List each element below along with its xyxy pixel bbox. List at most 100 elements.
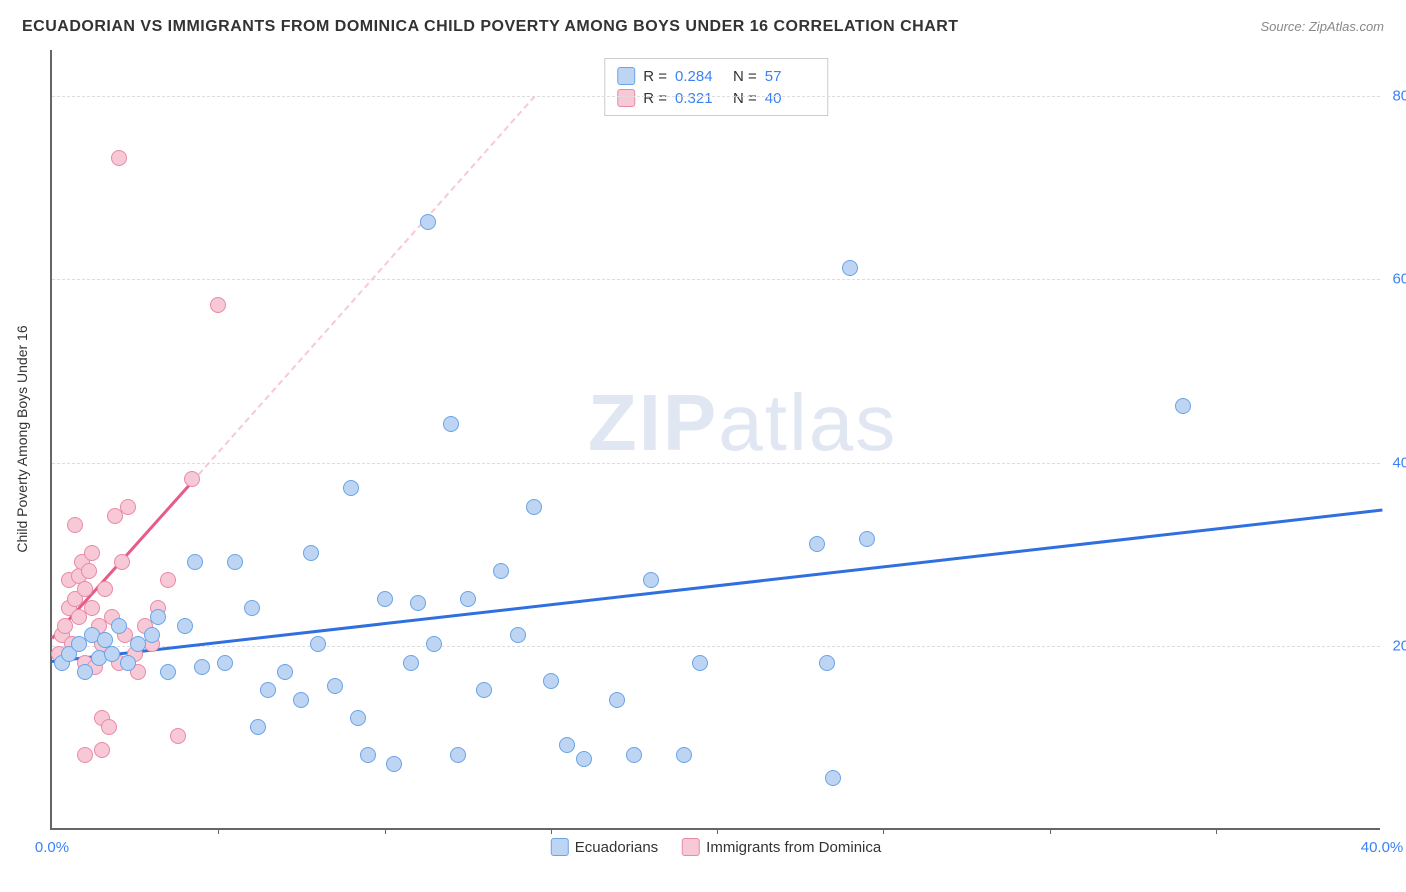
legend-item-ecuadorians: Ecuadorians	[551, 838, 658, 856]
gridline-h	[52, 96, 1380, 97]
data-point-ecuadorians	[559, 737, 575, 753]
data-point-dominica	[101, 719, 117, 735]
gridline-h	[52, 646, 1380, 647]
data-point-ecuadorians	[343, 480, 359, 496]
data-point-ecuadorians	[150, 609, 166, 625]
swatch-icon	[551, 838, 569, 856]
x-minor-tick	[551, 828, 552, 834]
data-point-dominica	[77, 747, 93, 763]
data-point-ecuadorians	[120, 655, 136, 671]
data-point-ecuadorians	[310, 636, 326, 652]
y-tick-label: 20.0%	[1392, 638, 1406, 655]
data-point-ecuadorians	[144, 627, 160, 643]
data-point-ecuadorians	[350, 710, 366, 726]
x-minor-tick	[1050, 828, 1051, 834]
correlation-stats-legend: R = 0.284 N = 57 R = 0.321 N = 40	[604, 58, 828, 116]
y-tick-label: 40.0%	[1392, 454, 1406, 471]
watermark: ZIPatlas	[588, 377, 897, 469]
data-point-ecuadorians	[260, 682, 276, 698]
gridline-h	[52, 463, 1380, 464]
data-point-ecuadorians	[476, 682, 492, 698]
data-point-ecuadorians	[420, 214, 436, 230]
trend-line	[52, 509, 1382, 663]
scatter-plot-area: Child Poverty Among Boys Under 16 ZIPatl…	[50, 50, 1380, 830]
x-tick-label: 40.0%	[1361, 839, 1404, 856]
data-point-ecuadorians	[460, 591, 476, 607]
data-point-ecuadorians	[187, 554, 203, 570]
data-point-ecuadorians	[1175, 398, 1191, 414]
data-point-ecuadorians	[250, 719, 266, 735]
title-bar: ECUADORIAN VS IMMIGRANTS FROM DOMINICA C…	[22, 18, 1384, 36]
data-point-dominica	[170, 728, 186, 744]
data-point-ecuadorians	[403, 655, 419, 671]
r-label: R =	[643, 90, 667, 107]
data-point-ecuadorians	[104, 646, 120, 662]
data-point-dominica	[81, 563, 97, 579]
data-point-ecuadorians	[809, 536, 825, 552]
watermark-zip: ZIP	[588, 378, 718, 467]
data-point-dominica	[67, 517, 83, 533]
n-value-dominica: 40	[765, 90, 815, 107]
data-point-ecuadorians	[111, 618, 127, 634]
data-point-ecuadorians	[543, 673, 559, 689]
data-point-ecuadorians	[576, 751, 592, 767]
swatch-dominica	[617, 89, 635, 107]
stats-row-ecuadorians: R = 0.284 N = 57	[617, 65, 815, 87]
data-point-ecuadorians	[160, 664, 176, 680]
legend-item-dominica: Immigrants from Dominica	[682, 838, 881, 856]
chart-title: ECUADORIAN VS IMMIGRANTS FROM DOMINICA C…	[22, 18, 959, 36]
swatch-icon	[682, 838, 700, 856]
x-minor-tick	[218, 828, 219, 834]
data-point-dominica	[114, 554, 130, 570]
data-point-ecuadorians	[426, 636, 442, 652]
y-axis-label: Child Poverty Among Boys Under 16	[14, 325, 30, 552]
data-point-dominica	[84, 545, 100, 561]
data-point-ecuadorians	[859, 531, 875, 547]
data-point-dominica	[111, 150, 127, 166]
data-point-ecuadorians	[360, 747, 376, 763]
data-point-dominica	[77, 581, 93, 597]
data-point-ecuadorians	[450, 747, 466, 763]
x-minor-tick	[1216, 828, 1217, 834]
data-point-ecuadorians	[410, 595, 426, 611]
stats-row-dominica: R = 0.321 N = 40	[617, 87, 815, 109]
data-point-dominica	[210, 297, 226, 313]
data-point-ecuadorians	[819, 655, 835, 671]
data-point-ecuadorians	[386, 756, 402, 772]
r-value-dominica: 0.321	[675, 90, 725, 107]
data-point-ecuadorians	[293, 692, 309, 708]
source-attribution: Source: ZipAtlas.com	[1260, 19, 1384, 34]
data-point-ecuadorians	[609, 692, 625, 708]
data-point-dominica	[94, 742, 110, 758]
r-value-ecuadorians: 0.284	[675, 68, 725, 85]
watermark-atlas: atlas	[718, 378, 897, 467]
n-value-ecuadorians: 57	[765, 68, 815, 85]
data-point-ecuadorians	[277, 664, 293, 680]
data-point-ecuadorians	[626, 747, 642, 763]
data-point-ecuadorians	[643, 572, 659, 588]
data-point-ecuadorians	[377, 591, 393, 607]
data-point-ecuadorians	[692, 655, 708, 671]
legend-label-dominica: Immigrants from Dominica	[706, 839, 881, 856]
x-minor-tick	[385, 828, 386, 834]
data-point-ecuadorians	[526, 499, 542, 515]
gridline-h	[52, 279, 1380, 280]
r-label: R =	[643, 68, 667, 85]
data-point-ecuadorians	[443, 416, 459, 432]
y-tick-label: 60.0%	[1392, 271, 1406, 288]
data-point-dominica	[97, 581, 113, 597]
x-minor-tick	[717, 828, 718, 834]
swatch-ecuadorians	[617, 67, 635, 85]
data-point-ecuadorians	[244, 600, 260, 616]
data-point-ecuadorians	[327, 678, 343, 694]
data-point-ecuadorians	[493, 563, 509, 579]
data-point-ecuadorians	[217, 655, 233, 671]
n-label: N =	[733, 90, 757, 107]
data-point-ecuadorians	[303, 545, 319, 561]
data-point-dominica	[184, 471, 200, 487]
series-legend: Ecuadorians Immigrants from Dominica	[551, 838, 881, 856]
trend-line	[191, 96, 535, 483]
x-tick-label: 0.0%	[35, 839, 69, 856]
data-point-ecuadorians	[842, 260, 858, 276]
legend-label-ecuadorians: Ecuadorians	[575, 839, 658, 856]
